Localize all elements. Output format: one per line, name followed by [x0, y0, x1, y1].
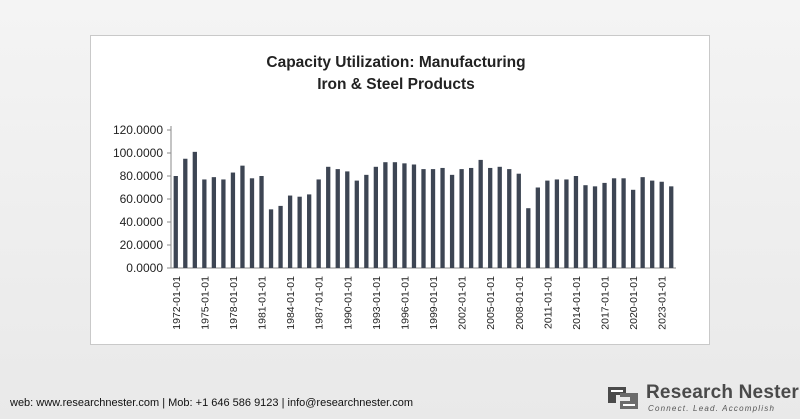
bar-2022-01-01	[650, 180, 655, 268]
bar-2010-01-01	[535, 187, 540, 268]
bar-2009-01-01	[526, 208, 531, 268]
brand-block: Research Nester Connect. Lead. Accomplis…	[604, 381, 799, 415]
bar-series	[173, 151, 674, 268]
x-tick-label: 1978-01-01	[228, 276, 240, 330]
y-tick-group: 0.0000 20.0000 40.0000 60.0000 80.0000 100.00…	[113, 123, 171, 275]
bar-1989-01-01	[335, 169, 340, 268]
brand-name: Research Nester	[646, 382, 799, 403]
bar-1988-01-01	[326, 166, 331, 268]
x-tick-label: 1984-01-01	[285, 276, 297, 330]
x-tick-label: 2023-01-01	[657, 276, 669, 330]
x-tick-label: 1972-01-01	[171, 276, 183, 330]
x-tick-label: 1990-01-01	[342, 276, 354, 330]
bar-2018-01-01	[611, 178, 617, 268]
bar-1972-01-01	[173, 176, 178, 268]
bar-1979-01-01	[240, 165, 245, 268]
x-tick-group: 1972-01-01 1975-01-01 1978-01-01 1981-01-01…	[171, 276, 669, 330]
bar-2001-01-01	[449, 174, 455, 268]
bar-1996-01-01	[402, 163, 407, 268]
x-tick-label: 2020-01-01	[628, 276, 640, 330]
research-nester-logo-icon	[608, 387, 638, 409]
bar-1982-01-01	[268, 209, 274, 268]
bar-1975-01-01	[202, 179, 207, 268]
y-tick-label: 80.0000	[120, 169, 164, 183]
bar-1999-01-01	[430, 169, 436, 268]
bar-2002-01-01	[459, 169, 464, 268]
bar-1987-01-01	[316, 179, 321, 268]
chart-frame: Capacity Utilization: Manufacturing Iron…	[90, 35, 710, 345]
bar-1980-01-01	[249, 178, 255, 268]
chart-svg: Capacity Utilization: Manufacturing Iron…	[113, 54, 676, 330]
bar-1978-01-01	[230, 172, 236, 268]
y-tick-label: 60.0000	[120, 192, 164, 206]
chart-title-line-1: Capacity Utilization: Manufacturing	[266, 54, 525, 71]
bar-2014-01-01	[573, 176, 579, 268]
bar-2013-01-01	[564, 179, 569, 268]
bar-2023-01-01	[659, 181, 664, 268]
y-tick-label: 40.0000	[120, 215, 164, 229]
bar-2003-01-01	[469, 167, 474, 268]
bar-1990-01-01	[345, 171, 350, 268]
y-tick-label: 100.0000	[113, 146, 163, 160]
bar-1992-01-01	[364, 174, 369, 268]
x-tick-label: 1981-01-01	[257, 276, 269, 330]
bar-1995-01-01	[392, 162, 398, 268]
bar-1985-01-01	[297, 196, 302, 268]
bar-2005-01-01	[488, 167, 493, 268]
brand-tagline: Connect. Lead. Accomplish	[648, 404, 776, 413]
bar-2000-01-01	[440, 167, 445, 268]
y-tick-label: 20.0000	[120, 238, 164, 252]
bar-2020-01-01	[630, 189, 636, 268]
x-tick-label: 1993-01-01	[371, 276, 383, 330]
y-tick-label: 120.0000	[113, 123, 163, 137]
bar-1993-01-01	[373, 166, 378, 268]
bar-1976-01-01	[211, 177, 217, 268]
bar-1994-01-01	[383, 162, 388, 268]
bar-2006-01-01	[497, 166, 502, 268]
bar-1974-01-01	[192, 151, 197, 268]
bar-2024-01-01	[669, 186, 674, 268]
bar-2004-01-01	[478, 159, 483, 268]
x-tick-label: 1999-01-01	[428, 276, 440, 330]
bar-1981-01-01	[259, 176, 264, 268]
bar-2007-01-01	[507, 169, 512, 268]
x-tick-label: 2005-01-01	[485, 276, 497, 330]
bar-1997-01-01	[411, 164, 417, 268]
y-tick-label: 0.0000	[126, 261, 163, 275]
x-tick-label: 2011-01-01	[542, 276, 554, 329]
x-tick-label: 2008-01-01	[514, 276, 526, 330]
bar-2017-01-01	[602, 182, 607, 268]
bar-2016-01-01	[592, 186, 598, 268]
bar-1977-01-01	[221, 179, 226, 268]
footer-contact-text: web: www.researchnester.com | Mob: +1 64…	[10, 397, 414, 409]
bar-2012-01-01	[554, 179, 560, 268]
x-tick-label: 1987-01-01	[314, 276, 326, 330]
bar-2019-01-01	[621, 178, 626, 268]
bar-2015-01-01	[583, 185, 588, 268]
bar-1998-01-01	[421, 169, 426, 268]
bar-1983-01-01	[278, 205, 283, 268]
bar-2011-01-01	[545, 180, 550, 268]
bar-1984-01-01	[287, 195, 293, 268]
bar-1973-01-01	[183, 158, 188, 268]
bar-2021-01-01	[640, 177, 645, 268]
x-tick-label: 1996-01-01	[399, 276, 411, 330]
x-tick-label: 2014-01-01	[571, 276, 583, 330]
bar-1991-01-01	[354, 180, 359, 268]
x-tick-label: 2002-01-01	[457, 276, 469, 330]
bar-2008-01-01	[516, 173, 521, 268]
x-tick-label: 1975-01-01	[199, 276, 211, 330]
chart-title-line-2: Iron & Steel Products	[317, 76, 475, 93]
bar-1986-01-01	[307, 194, 312, 268]
x-tick-label: 2017-01-01	[600, 276, 612, 330]
